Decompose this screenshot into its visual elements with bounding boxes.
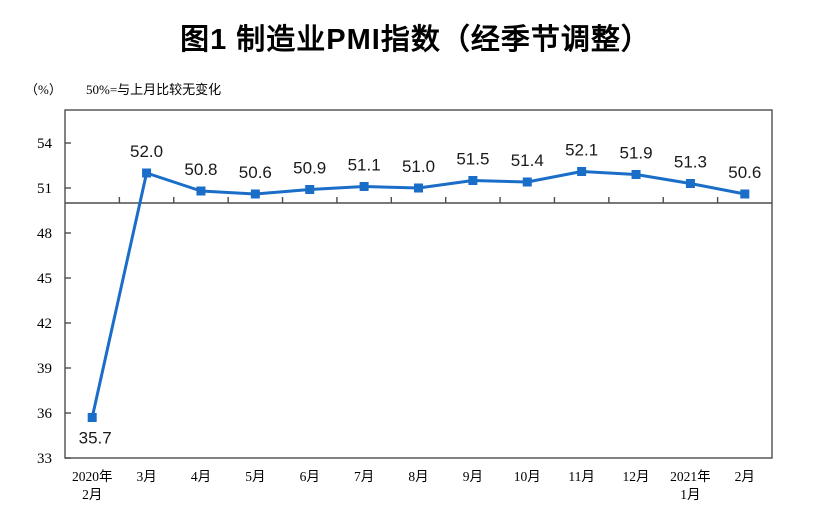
data-label: 51.9 <box>619 144 652 163</box>
y-tick-label: 48 <box>37 226 52 242</box>
data-label: 51.0 <box>402 157 435 176</box>
reference-line-note: 50%=与上月比较无变化 <box>86 82 222 97</box>
y-tick-label: 45 <box>37 271 52 287</box>
data-point-marker <box>685 179 695 188</box>
x-category-label: 12月 <box>623 469 650 484</box>
data-point-marker <box>740 189 750 199</box>
data-point-marker <box>196 186 206 196</box>
x-category-label: 11月 <box>568 469 595 484</box>
data-point-marker <box>87 413 97 422</box>
data-point-marker <box>142 168 152 178</box>
data-label: 52.0 <box>130 142 163 161</box>
data-point-marker <box>414 183 423 193</box>
x-category-label: 5月 <box>245 469 265 484</box>
y-axis-unit-label: （%） <box>25 82 62 97</box>
y-tick-label: 51 <box>37 181 52 197</box>
data-label: 50.6 <box>239 163 272 182</box>
x-category-label: 2021年 1月 <box>670 469 711 502</box>
data-label: 52.1 <box>565 141 598 160</box>
data-label: 35.7 <box>79 429 112 448</box>
y-tick-label: 39 <box>37 361 52 377</box>
data-point-marker <box>250 189 260 199</box>
plot-border <box>64 109 773 459</box>
data-point-marker <box>577 167 587 176</box>
data-point-marker <box>359 182 369 191</box>
data-label: 51.5 <box>456 150 489 169</box>
x-category-label: 6月 <box>300 469 320 484</box>
chart-title: 图1 制造业PMI指数（经季节调整） <box>180 24 651 56</box>
pmi-line-series <box>90 170 747 419</box>
x-category-label: 2月 <box>735 469 755 484</box>
x-category-label: 7月 <box>354 469 374 484</box>
x-category-label: 9月 <box>463 469 483 484</box>
x-category-label: 4月 <box>191 469 211 484</box>
y-tick-label: 33 <box>37 451 52 467</box>
y-tick-label: 54 <box>37 136 53 152</box>
data-point-marker <box>305 185 315 194</box>
x-category-label: 8月 <box>408 469 428 484</box>
data-label: 50.6 <box>728 163 761 182</box>
y-tick-label: 42 <box>37 316 52 332</box>
data-point-marker <box>631 170 641 179</box>
x-category-label: 2020年 2月 <box>72 469 113 502</box>
data-label: 50.9 <box>293 159 326 178</box>
data-point-marker <box>468 176 478 185</box>
data-point-marker <box>522 177 532 187</box>
data-label: 51.1 <box>348 156 381 175</box>
data-label: 51.3 <box>674 153 707 172</box>
data-label: 51.4 <box>511 151 544 170</box>
x-category-label: 3月 <box>136 469 156 484</box>
y-tick-label: 36 <box>37 406 53 422</box>
data-label: 50.8 <box>184 160 217 179</box>
x-category-label: 10月 <box>514 469 541 484</box>
